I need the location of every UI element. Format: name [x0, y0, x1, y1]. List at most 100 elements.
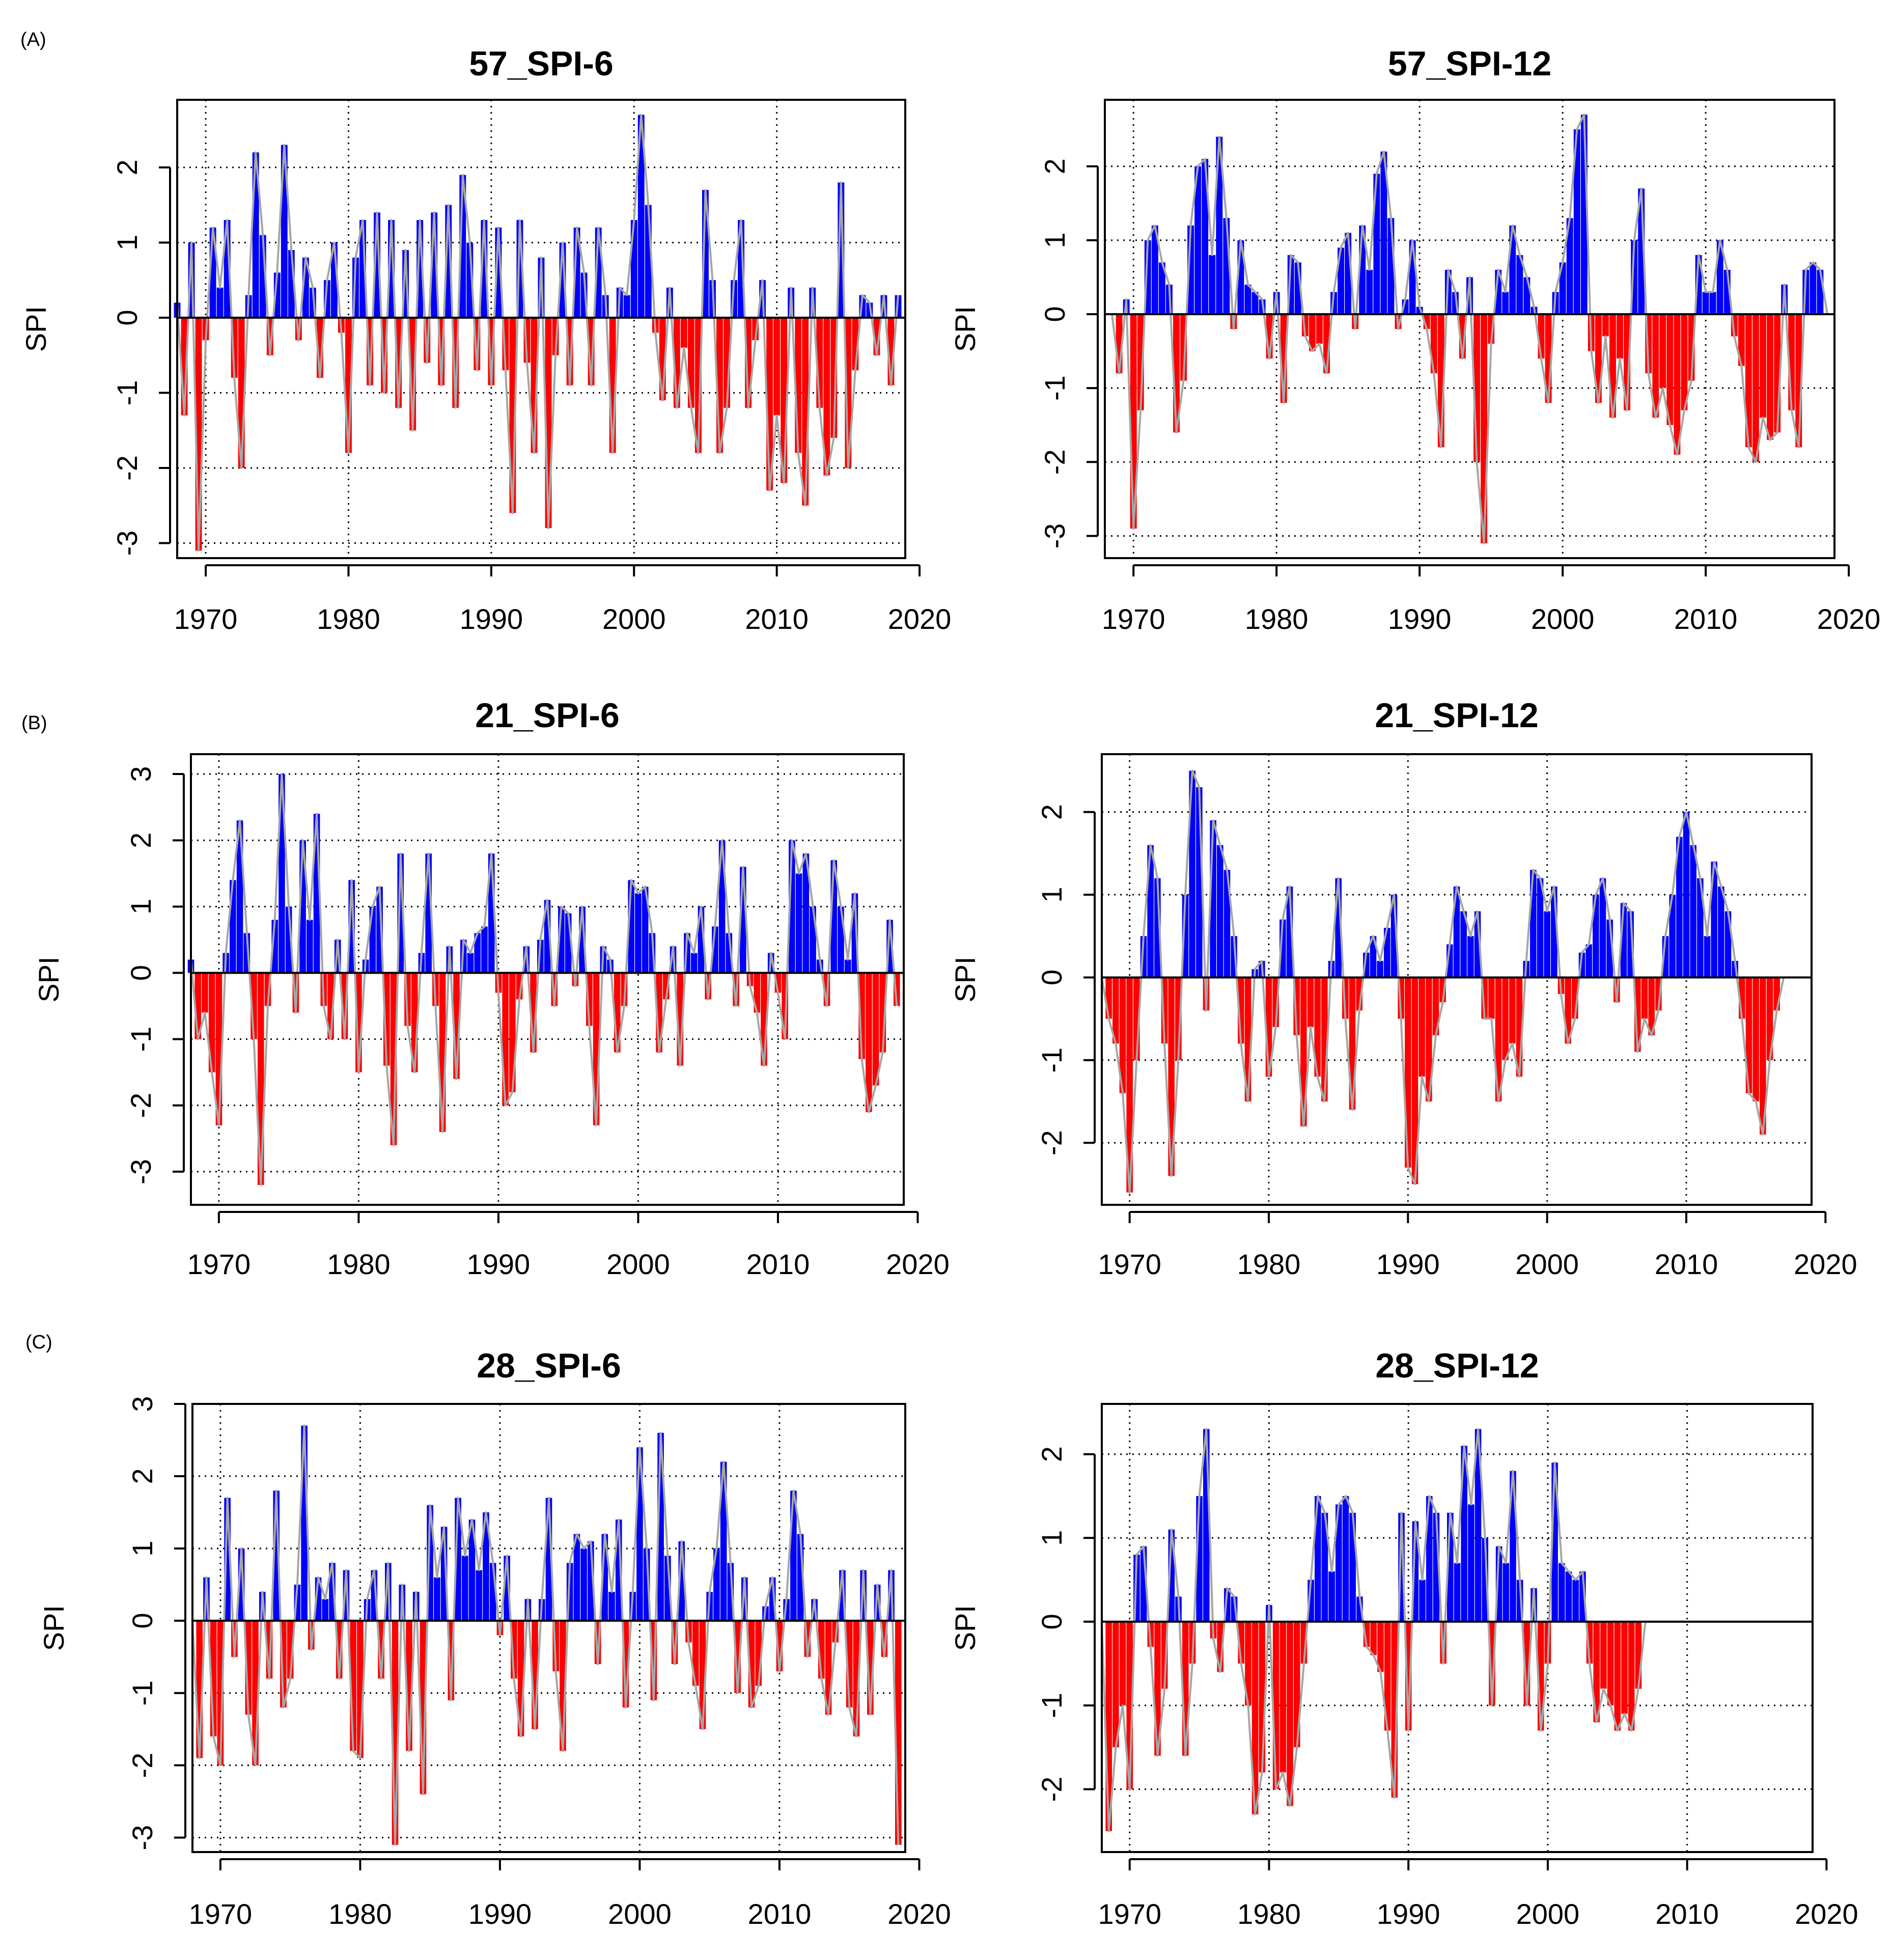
spi-bar [202, 973, 208, 1013]
spi-bar [1370, 1621, 1377, 1655]
plot-frame [176, 99, 906, 559]
y-tick-label: -2 [1039, 449, 1071, 475]
spi-bar [635, 893, 642, 973]
y-tick-label: 0 [111, 310, 143, 325]
y-axis-label: SPI [20, 306, 52, 352]
x-tick-label: 2010 [1655, 1898, 1719, 1930]
x-tick-label: 1990 [460, 603, 523, 635]
spi-bar [1217, 845, 1223, 978]
y-tick-label: 2 [125, 833, 157, 848]
y-tick-label: -2 [111, 455, 143, 481]
y-tick-label: 2 [1036, 804, 1068, 820]
spi-bar [1607, 1621, 1614, 1706]
spi-bar [1335, 1504, 1342, 1622]
x-tick-label: 1980 [317, 603, 380, 635]
spi-bar [1453, 886, 1460, 978]
spi-bar [1202, 159, 1209, 314]
y-tick-label: -2 [125, 1093, 157, 1118]
x-tick-label: 1970 [1098, 1898, 1161, 1930]
x-tick-label: 2020 [1817, 603, 1881, 635]
y-tick-label: 3 [126, 1396, 158, 1412]
y-tick-label: -2 [126, 1753, 158, 1778]
spi-bar [1380, 151, 1387, 314]
spi-bar [481, 926, 488, 973]
x-tick-label: 2010 [745, 603, 809, 635]
spi-bar [1566, 218, 1573, 314]
spi-bar [1738, 314, 1745, 366]
y-tick-label: -3 [125, 1159, 157, 1184]
spi-bar [642, 887, 649, 973]
x-tick-label: 1970 [1102, 603, 1165, 635]
spi-bar [1454, 1563, 1461, 1622]
y-axis-label: SPI [33, 956, 65, 1002]
spi-bar [1752, 314, 1759, 462]
spi-bar [1745, 977, 1752, 1093]
x-tick-label: 2000 [602, 603, 666, 635]
spi-bar [573, 1534, 580, 1621]
spi-bar [1503, 1563, 1510, 1622]
chart-title: 21_SPI-6 [475, 696, 620, 735]
spi-bar [1614, 1621, 1621, 1731]
y-tick-label: -1 [1039, 375, 1071, 401]
spi-bar [713, 1548, 720, 1621]
x-tick-label: 1980 [328, 1898, 392, 1930]
spi-bar [1752, 977, 1759, 1102]
x-tick-label: 2010 [1655, 1248, 1718, 1280]
chart-1: 57_SPI-6 SPI 1970 1980 1990 2000 2010 2020 -3 -2 -… [20, 44, 951, 635]
spi-bar [1377, 1621, 1384, 1672]
x-tick-label: 2000 [1531, 603, 1595, 635]
y-tick-label: 0 [1036, 970, 1068, 985]
spi-bar [1628, 1621, 1635, 1731]
x-tick-label: 1970 [187, 1248, 251, 1280]
spi-bar [434, 1577, 440, 1621]
y-tick-label: 0 [125, 965, 157, 981]
spi-bar [483, 1512, 489, 1621]
plot-frame [1101, 1403, 1814, 1853]
y-axis-label: SPI [949, 956, 981, 1002]
y-tick-label: 2 [111, 159, 143, 175]
x-tick-label: 1990 [1388, 603, 1452, 635]
chart-title: 21_SPI-12 [1375, 696, 1538, 735]
y-tick-label: -1 [126, 1680, 158, 1706]
x-tick-label: 1990 [1377, 1898, 1440, 1930]
x-tick-label: 2020 [887, 1898, 951, 1930]
y-tick-label: 1 [1036, 887, 1068, 902]
spi-bar [1697, 878, 1704, 978]
spi-bar [1384, 1621, 1391, 1731]
y-tick-label: 2 [126, 1468, 158, 1484]
x-tick-label: 2000 [1515, 1248, 1579, 1280]
spi-bar [1544, 911, 1550, 978]
spi-bar [1321, 1512, 1328, 1622]
spi-bar [474, 933, 481, 973]
spi-bar [1676, 837, 1683, 978]
spi-bar [637, 115, 645, 318]
spi-bar [1767, 314, 1774, 440]
spi-bar [1690, 845, 1696, 978]
spi-bar [468, 1520, 476, 1621]
spi-bar [1702, 292, 1709, 314]
spi-bar [1419, 1580, 1426, 1622]
spi-bar [1119, 977, 1126, 1093]
x-tick-label: 2020 [886, 1248, 950, 1280]
spi-bar [623, 295, 630, 318]
spi-bar [1338, 247, 1345, 314]
spi-bar [1245, 1621, 1251, 1706]
spi-bar [823, 317, 830, 476]
spi-bar [307, 920, 313, 973]
x-tick-label: 2010 [746, 1248, 810, 1280]
spi-bar [1223, 870, 1231, 978]
x-tick-label: 1970 [174, 603, 238, 635]
spi-bar [1158, 262, 1165, 314]
spi-bar [844, 959, 851, 973]
spi-bar [1559, 262, 1566, 314]
spi-bar [216, 287, 224, 318]
spi-bar [1194, 166, 1202, 314]
y-tick-label: -1 [1036, 1693, 1068, 1718]
spi-bar [1502, 977, 1509, 1060]
y-tick-label: -2 [1036, 1777, 1068, 1802]
spi-bar [1460, 911, 1467, 978]
spi-bar [1565, 1571, 1572, 1622]
chart-title: 28_SPI-12 [1375, 1346, 1539, 1385]
spi-bar [1674, 314, 1681, 455]
spi-bar [1314, 977, 1321, 1077]
